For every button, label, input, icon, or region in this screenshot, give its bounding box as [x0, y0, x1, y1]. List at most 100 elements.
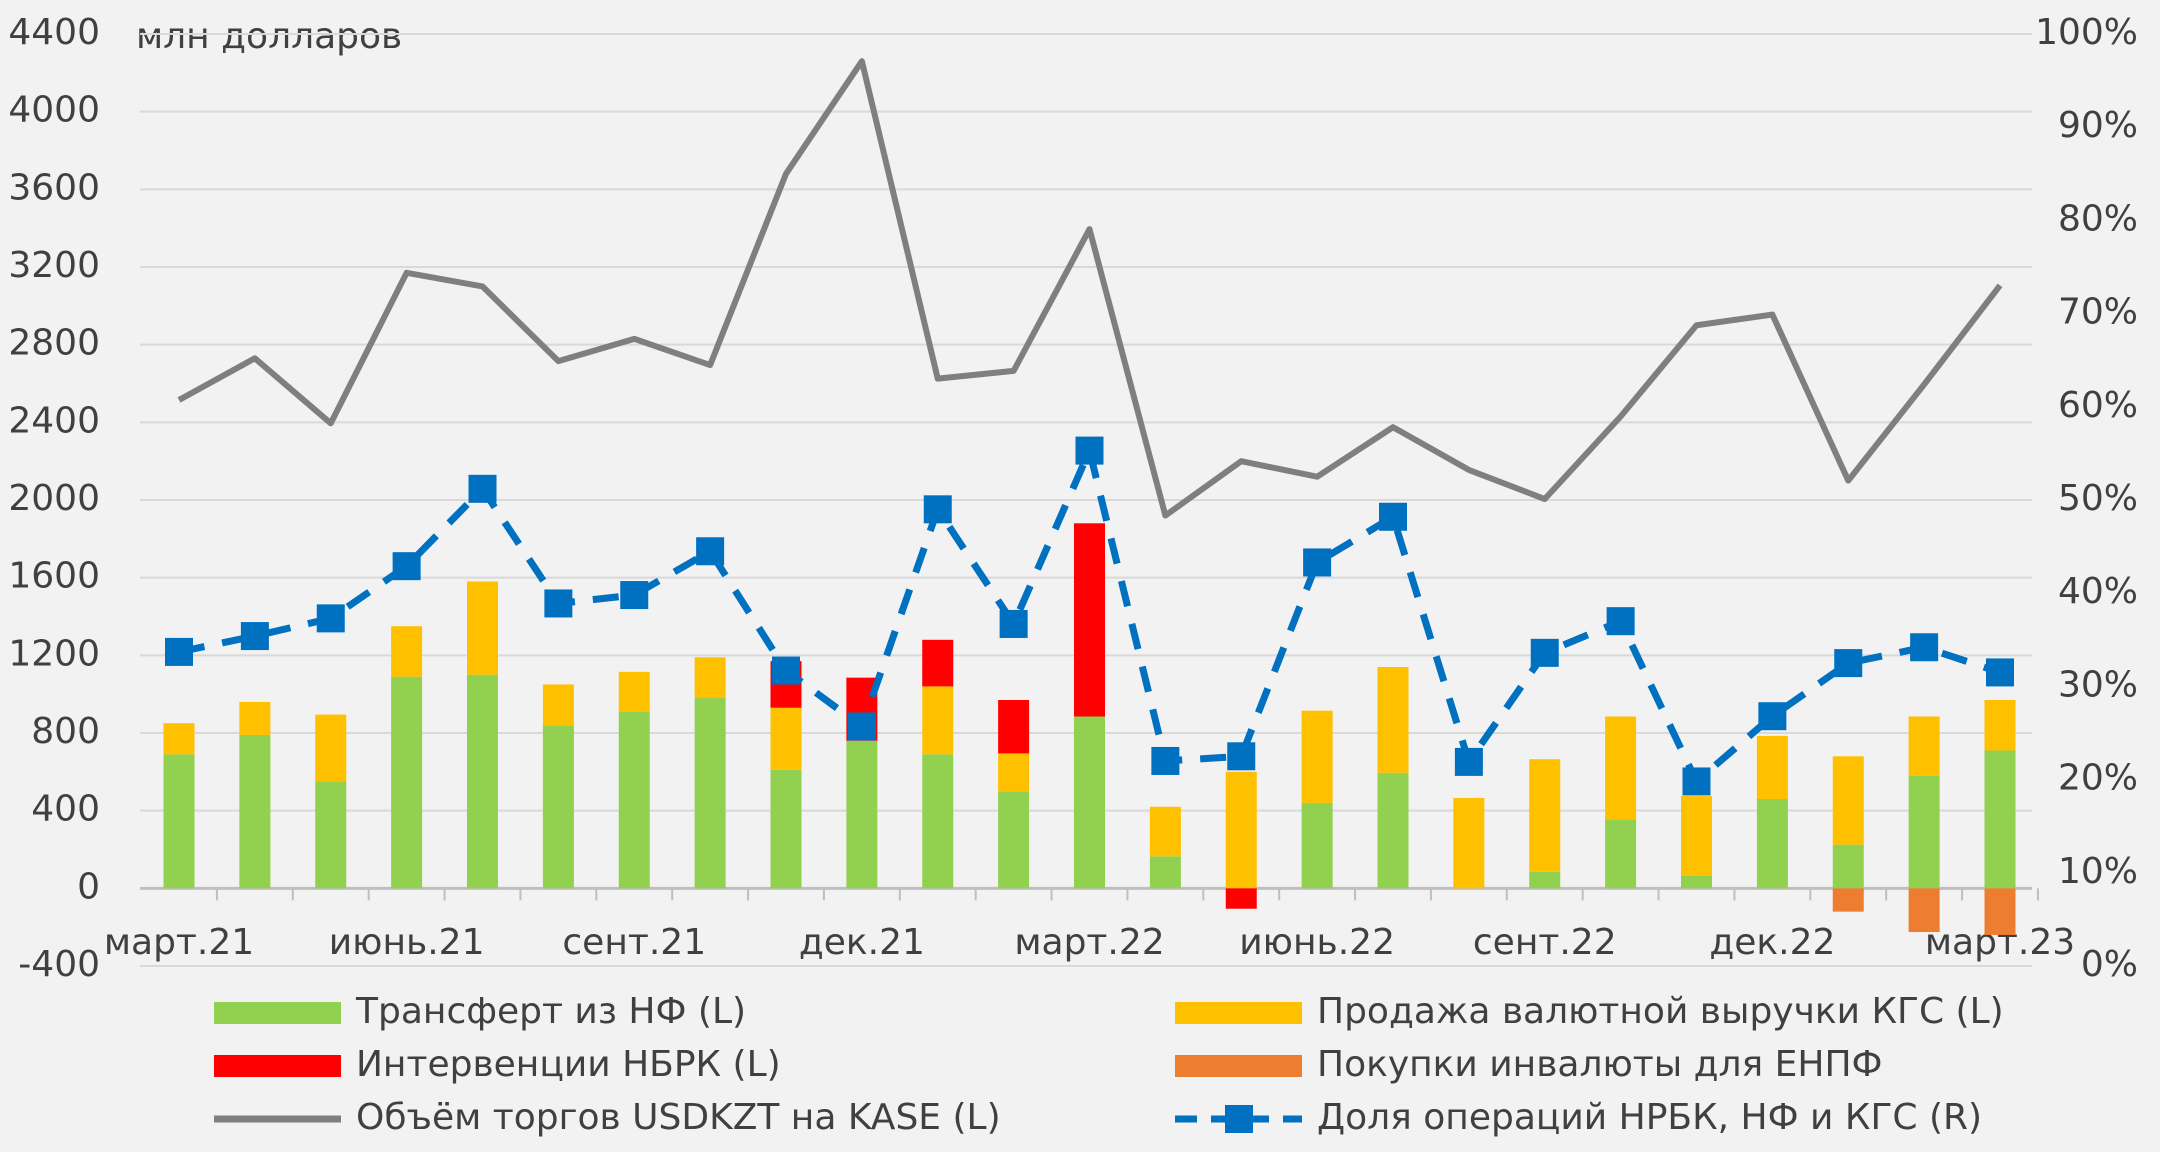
- x-tick-label: дек.21: [799, 922, 925, 963]
- bar: [542, 684, 574, 726]
- bar: [1301, 802, 1333, 889]
- y2-tick-label: 40%: [2058, 571, 2138, 612]
- bar: [1149, 856, 1181, 889]
- bar: [1681, 796, 1712, 876]
- bar: [1605, 819, 1637, 889]
- bar: [770, 707, 802, 770]
- marker: [1682, 767, 1711, 796]
- bar: [1832, 756, 1864, 845]
- legend-label: Трансферт из НФ (L): [355, 991, 746, 1032]
- x-tick-label: март.22: [1014, 922, 1164, 963]
- marker: [468, 474, 497, 503]
- bar: [315, 714, 347, 782]
- bar: [1529, 871, 1561, 889]
- legend-label: Доля операций НРБК, НФ и КГС (R): [1317, 1097, 1982, 1138]
- y-tick-label: 0: [77, 866, 100, 907]
- bar: [163, 754, 195, 889]
- marker: [1530, 638, 1559, 667]
- bar: [846, 740, 878, 889]
- bar: [391, 626, 423, 677]
- x-tick-label: июнь.22: [1239, 922, 1395, 963]
- marker: [1151, 746, 1180, 775]
- legend-label: Объём торгов USDKZT на KASE (L): [356, 1097, 1001, 1138]
- bar: [618, 711, 650, 889]
- bar: [922, 754, 954, 889]
- y2-tick-label: 10%: [2058, 851, 2138, 892]
- marker: [316, 604, 345, 633]
- marker: [1606, 607, 1635, 636]
- y2-tick-label: 70%: [2058, 292, 2138, 333]
- bar: [1681, 875, 1712, 889]
- y-axis-title: млн долларов: [136, 16, 402, 57]
- marker: [847, 712, 876, 741]
- x-tick-label: сент.21: [562, 922, 706, 963]
- y-tick-label: 400: [31, 789, 100, 830]
- legend-marker: [1225, 1105, 1253, 1133]
- marker: [1075, 436, 1104, 465]
- bar: [1529, 759, 1561, 872]
- bar: [315, 781, 347, 889]
- y2-tick-label: 90%: [2058, 105, 2138, 146]
- y-tick-label: 4000: [8, 90, 100, 131]
- bar: [1377, 772, 1409, 889]
- y-tick-label: 2400: [8, 400, 100, 441]
- y-tick-label: 1200: [8, 633, 100, 674]
- bar: [922, 639, 954, 687]
- marker: [544, 589, 573, 618]
- bar: [467, 674, 498, 889]
- bar: [1984, 888, 2016, 935]
- bar: [770, 769, 802, 889]
- bar: [391, 676, 423, 889]
- marker: [1910, 633, 1939, 662]
- bar: [618, 671, 650, 712]
- bar: [1377, 666, 1409, 773]
- x-tick-label: сент.22: [1473, 922, 1617, 963]
- bar: [1225, 771, 1257, 889]
- bar: [239, 701, 271, 735]
- marker: [1758, 702, 1787, 731]
- bar: [922, 686, 954, 755]
- y-tick-label: 800: [31, 711, 100, 752]
- bar: [998, 791, 1030, 889]
- marker: [772, 656, 800, 685]
- bar: [1832, 844, 1864, 889]
- y2-tick-label: 30%: [2058, 664, 2138, 705]
- marker: [999, 609, 1028, 638]
- legend-label: Покупки инвалюты для ЕНПФ: [1317, 1044, 1883, 1085]
- bar: [1832, 888, 1864, 912]
- marker: [620, 581, 649, 610]
- bar: [1225, 888, 1257, 909]
- marker: [392, 552, 421, 581]
- bar: [998, 753, 1030, 792]
- bar: [1908, 716, 1940, 776]
- bar: [694, 698, 726, 889]
- bar: [1908, 888, 1940, 933]
- marker: [240, 622, 269, 651]
- bar: [1301, 710, 1333, 803]
- legend-swatch: [214, 1002, 341, 1024]
- bar: [1453, 798, 1485, 889]
- y2-tick-label: 80%: [2058, 198, 2138, 239]
- y-tick-label: 4400: [8, 12, 100, 53]
- y2-tick-label: 100%: [2035, 12, 2138, 53]
- y-tick-label: 2800: [8, 323, 100, 364]
- x-tick-label: дек.22: [1709, 922, 1835, 963]
- legend-label: Продажа валютной выручки КГС (L): [1317, 991, 2004, 1032]
- marker: [1834, 649, 1863, 678]
- y2-tick-label: 50%: [2058, 478, 2138, 519]
- y2-tick-label: 20%: [2058, 758, 2138, 799]
- line: [177, 58, 2003, 519]
- legend-label: Интервенции НБРК (L): [356, 1044, 781, 1085]
- marker: [923, 495, 952, 524]
- bar: [239, 734, 271, 889]
- y-tick-label: 3200: [8, 245, 100, 286]
- y-tick-label: 2000: [8, 478, 100, 519]
- y-tick-label: 3600: [8, 167, 100, 208]
- legend-swatch: [1175, 1002, 1302, 1024]
- y2-tick-label: 60%: [2058, 385, 2138, 426]
- legend-swatch: [1175, 1055, 1302, 1077]
- bar: [1908, 775, 1940, 889]
- bar: [1074, 523, 1105, 717]
- marker: [1986, 658, 2014, 687]
